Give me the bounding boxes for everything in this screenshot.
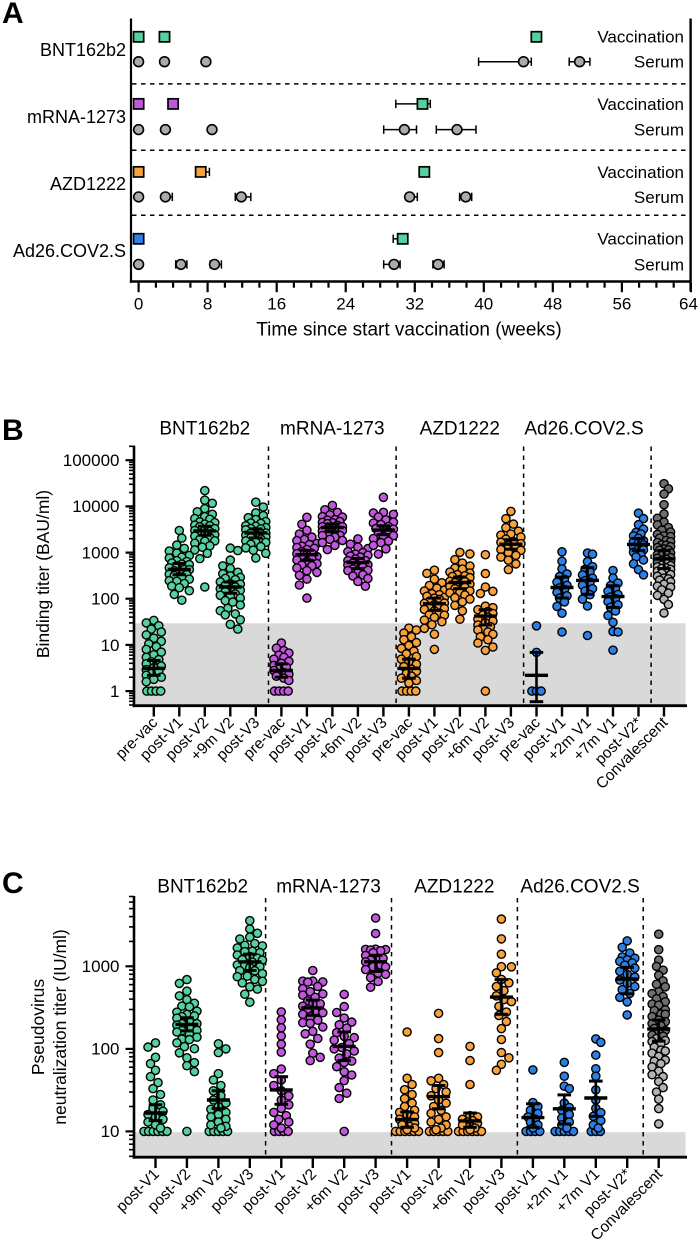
svg-text:AZD1222: AZD1222 xyxy=(420,419,500,440)
svg-text:8: 8 xyxy=(203,295,212,314)
svg-text:24: 24 xyxy=(336,295,355,314)
svg-text:10: 10 xyxy=(101,636,120,655)
svg-text:10000: 10000 xyxy=(72,497,119,516)
svg-text:AZD1222: AZD1222 xyxy=(50,174,126,194)
svg-text:Vaccination: Vaccination xyxy=(597,28,684,47)
svg-text:Vaccination: Vaccination xyxy=(597,95,684,114)
svg-text:40: 40 xyxy=(474,295,493,314)
svg-text:Vaccination: Vaccination xyxy=(597,163,684,182)
svg-text:0: 0 xyxy=(134,295,143,314)
svg-text:C: C xyxy=(2,867,24,900)
svg-text:1000: 1000 xyxy=(82,957,120,976)
svg-text:B: B xyxy=(2,414,24,447)
svg-text:100000: 100000 xyxy=(63,451,120,470)
svg-text:Pseudovirus: Pseudovirus xyxy=(28,979,48,1076)
svg-text:Ad26.COV2.S: Ad26.COV2.S xyxy=(13,241,126,261)
svg-text:BNT162b2: BNT162b2 xyxy=(159,419,250,440)
svg-text:AZD1222: AZD1222 xyxy=(414,877,494,898)
svg-text:Vaccination: Vaccination xyxy=(597,230,684,249)
svg-text:Ad26.COV2.S: Ad26.COV2.S xyxy=(524,419,643,440)
svg-text:1000: 1000 xyxy=(82,543,120,562)
svg-text:100: 100 xyxy=(91,590,119,609)
svg-text:16: 16 xyxy=(267,295,286,314)
svg-text:Serum: Serum xyxy=(634,255,684,274)
svg-text:48: 48 xyxy=(543,295,562,314)
svg-text:Time since start vaccination (: Time since start vaccination (weeks) xyxy=(256,320,562,341)
svg-text:mRNA-1273: mRNA-1273 xyxy=(280,419,385,440)
svg-text:1: 1 xyxy=(110,682,119,701)
svg-text:64: 64 xyxy=(679,295,698,314)
svg-text:BNT162b2: BNT162b2 xyxy=(157,877,248,898)
svg-text:neutralization titer (IU/ml): neutralization titer (IU/ml) xyxy=(50,929,70,1124)
svg-text:A: A xyxy=(2,0,24,30)
svg-text:10: 10 xyxy=(101,1122,120,1141)
svg-text:32: 32 xyxy=(405,295,424,314)
svg-text:BNT162b2: BNT162b2 xyxy=(40,40,126,60)
svg-text:Ad26.COV2.S: Ad26.COV2.S xyxy=(520,877,639,898)
svg-text:Serum: Serum xyxy=(634,53,684,72)
svg-text:Serum: Serum xyxy=(634,121,684,140)
svg-text:Serum: Serum xyxy=(634,188,684,207)
svg-text:mRNA-1273: mRNA-1273 xyxy=(276,877,381,898)
svg-text:Binding titer (BAU/ml): Binding titer (BAU/ml) xyxy=(33,490,53,658)
svg-text:56: 56 xyxy=(612,295,631,314)
svg-text:mRNA-1273: mRNA-1273 xyxy=(27,107,126,127)
svg-text:100: 100 xyxy=(91,1040,119,1059)
